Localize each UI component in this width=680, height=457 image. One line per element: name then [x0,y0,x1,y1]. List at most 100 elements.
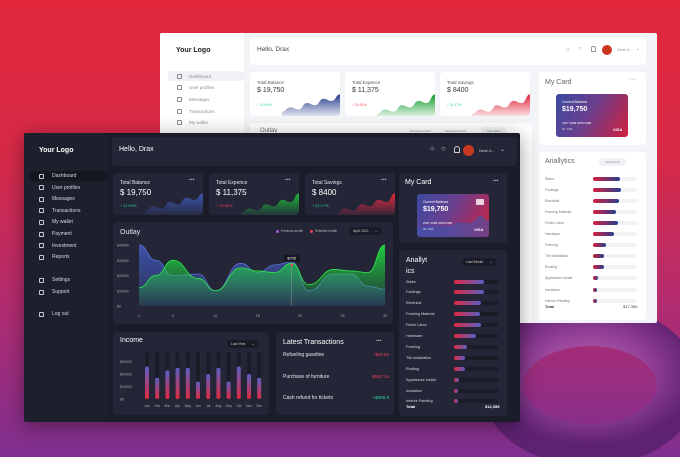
analytics-bar-fill [454,323,482,328]
analytics-bar-track [593,176,637,181]
analytics-label: Tile Installation [406,355,432,360]
sidebar-item-messages[interactable]: Messages [30,194,106,204]
back-analytics-row: Insulation [545,285,641,294]
my-card-panel: My Card ··· Current Balance $19,750 2357… [399,173,507,243]
outlay-y-tick: $20000 [117,274,129,278]
user-menu-chevron-down-icon[interactable]: ⌄ [500,147,506,153]
back-sidebar-item[interactable]: My wallet [168,118,244,128]
back-sidebar-item[interactable]: Messages [168,94,244,104]
more-icon[interactable]: ··· [285,177,291,184]
visa-logo: VISA [613,127,623,132]
sidebar-item-label: Messages [52,196,75,203]
analytics-row: Roofing [406,364,502,373]
back-settings-icon[interactable]: ☼ [565,47,571,53]
income-bar-jun [196,381,200,399]
sparkline-area [282,94,340,116]
analytics-bar-fill [454,399,458,404]
sidebar-item-my-wallet[interactable]: My wallet [30,217,106,227]
sparkline-chart [241,193,299,215]
sidebar-item-payment[interactable]: Payment [30,229,106,239]
sidebar-item-support[interactable]: Support [30,287,106,297]
wallet-icon [177,120,182,126]
back-analytics-row: Interior Painting [545,296,641,305]
bank-card[interactable]: Current Balance $19,750 2357 1689 6253 0… [417,194,489,237]
analytics-bar-track [454,312,498,317]
analytics-row: Interior Painting [406,397,502,406]
legend-marker-selected [310,230,313,233]
analytics-period-select[interactable]: Last Month ⌄ [462,258,497,266]
back-search-icon[interactable]: ○ [578,46,582,52]
analytics-bar-track [593,243,637,248]
more-icon[interactable]: ··· [189,177,195,184]
income-x-tick: Jul [206,404,210,408]
analytics-bar-fill [454,301,482,306]
stat-title: Total Savings [447,80,474,85]
back-sidebar-item[interactable]: User profiles [168,83,244,93]
analytics-bar-track [454,344,498,349]
back-analytics-select[interactable]: Last Month [599,158,626,166]
back-bank-card[interactable]: Current Balance $19,750 2357 1689 6253 0… [556,94,628,137]
sidebar-item-reports[interactable]: Reports [30,252,106,262]
sparkline-chart [282,94,340,116]
outlay-x-tick: 15 [256,314,260,318]
more-icon[interactable]: ··· [381,177,387,184]
back-more-icon[interactable]: ··· [629,76,636,83]
analytics-label: Electrical [406,301,422,306]
analytics-bar-track [454,388,498,393]
income-y-tick: $10000 [120,385,132,389]
sidebar-item-label: Dashboard [52,173,77,179]
back-stat-card: Total Savings $ 8400 ↑ 21.17% [440,72,530,116]
back-stat-card: Total Expence $ 11,375 ↑ 19.91% [345,72,435,116]
analytics-bar-fill [454,388,458,393]
outlay-panel: Outlay Previous month Selected month Apr… [113,222,393,324]
transaction-row[interactable]: Purchase of furniture -$567.14 [283,374,389,380]
search-icon[interactable]: ○ [441,144,446,153]
analytics-row: Appliances Install [406,375,502,384]
analytics-bar-track [593,298,637,303]
stat-title: Total Balance [257,80,285,85]
sidebar-item-investment[interactable]: Investment [30,241,106,251]
sidebar-item-label: Log out [52,311,69,317]
back-bell-icon[interactable] [591,46,596,52]
transactions-more-icon[interactable]: ··· [376,338,382,345]
back-chevron-down-icon[interactable]: ⌄ [636,46,641,52]
sidebar-item-settings[interactable]: Settings [30,275,106,285]
bell-icon[interactable] [454,146,460,153]
sidebar-item-user-profiles[interactable]: User profiles [30,183,106,193]
sidebar-item-transactions[interactable]: Transactions [30,206,106,216]
transaction-row[interactable]: Cash refund for tickets +$568.9 [283,395,389,401]
income-panel: Income Last Year ⌄ $0 $10000 $20000 $30000 Ja… [113,332,269,415]
chart-icon [39,243,44,249]
back-sidebar-item[interactable]: Dashboard [168,71,244,81]
more-icon[interactable]: ··· [493,178,499,185]
stat-change: ↑ 10.95% [216,203,233,208]
chevron-down-icon: ⌄ [374,229,378,233]
sidebar-item-logout[interactable]: Log out [30,309,106,319]
sidebar-item-label: User profiles [189,85,215,91]
analytics-panel: Anallyt ics Last Month ⌄ Stairs Footings Ele… [399,250,507,416]
card-number: 2357 1689 6253 0380 [423,221,453,225]
sidebar-item-dashboard[interactable]: Dashboard [30,171,106,181]
greeting: Hello, Drax [119,146,154,153]
analytics-row: Tile Installation [406,353,502,362]
analytics-label: Framing [545,243,558,248]
analytics-label: Appliances Install [545,276,573,281]
tooltip-text: $2750 [287,256,296,260]
settings-icon[interactable]: ☼ [429,145,436,152]
outlay-month-select[interactable]: April 2021 ⌄ [349,227,382,235]
back-avatar[interactable] [602,45,612,55]
user-name: Darsh A... [479,149,495,153]
back-sidebar-item[interactable]: Transactions [168,106,244,116]
transaction-row[interactable]: Refueling gasoline -$20.54 [283,352,389,358]
analytics-bar-track [454,399,498,404]
analytics-row: Stairs [406,277,502,286]
back-month-select[interactable]: April 2021 [482,127,506,135]
logo: Your Logo [39,147,74,154]
analytics-label: Roofing [545,265,558,270]
transactions-panel: Latest Transactions ··· Refueling gasoli… [276,332,394,415]
analytics-bar-track [593,276,637,281]
analytics-label: Framing Material [545,209,572,214]
income-period-select[interactable]: Last Year ⌄ [227,340,259,348]
stat-value: $ 19,750 [257,87,285,94]
avatar[interactable] [463,145,474,156]
